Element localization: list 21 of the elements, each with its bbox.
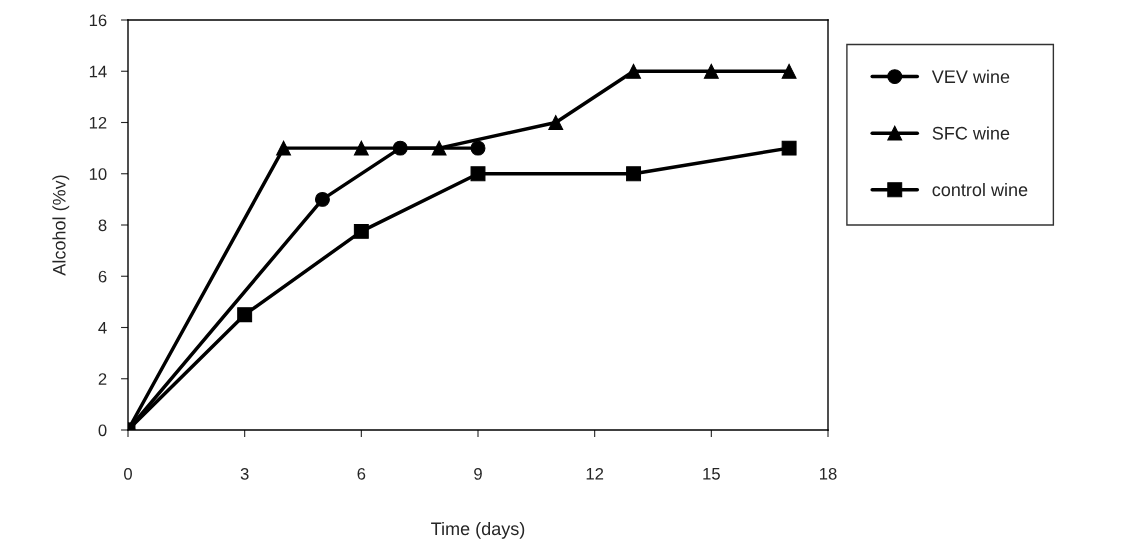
y-tick-label: 4 — [98, 322, 107, 334]
x-tick-label: 3 — [240, 467, 249, 480]
y-tick-label: 8 — [98, 219, 107, 232]
y-tick-label: 14 — [89, 65, 107, 78]
y-axis-title: Alcohol (%v) — [52, 175, 70, 276]
y-tick-label: 0 — [98, 424, 107, 437]
x-tick-label: 12 — [586, 467, 604, 480]
x-axis-title: Time (days) — [431, 521, 525, 539]
x-tick-label: 15 — [703, 468, 720, 480]
x-tick-label: 0 — [124, 467, 132, 480]
x-tick-label: 6 — [357, 467, 366, 480]
x-tick-label: 9 — [474, 467, 482, 480]
y-tick-label: 2 — [98, 373, 107, 385]
legend-label: control wine — [932, 182, 1028, 197]
x-tick-label: 18 — [820, 467, 837, 480]
y-tick-label: 16 — [89, 14, 107, 27]
y-tick-label: 10 — [89, 168, 107, 180]
legend-label: SFC wine — [932, 126, 1010, 140]
y-tick-label: 6 — [98, 270, 107, 283]
y-tick-label: 12 — [89, 116, 107, 129]
legend-label: VEV wine — [931, 69, 1010, 84]
